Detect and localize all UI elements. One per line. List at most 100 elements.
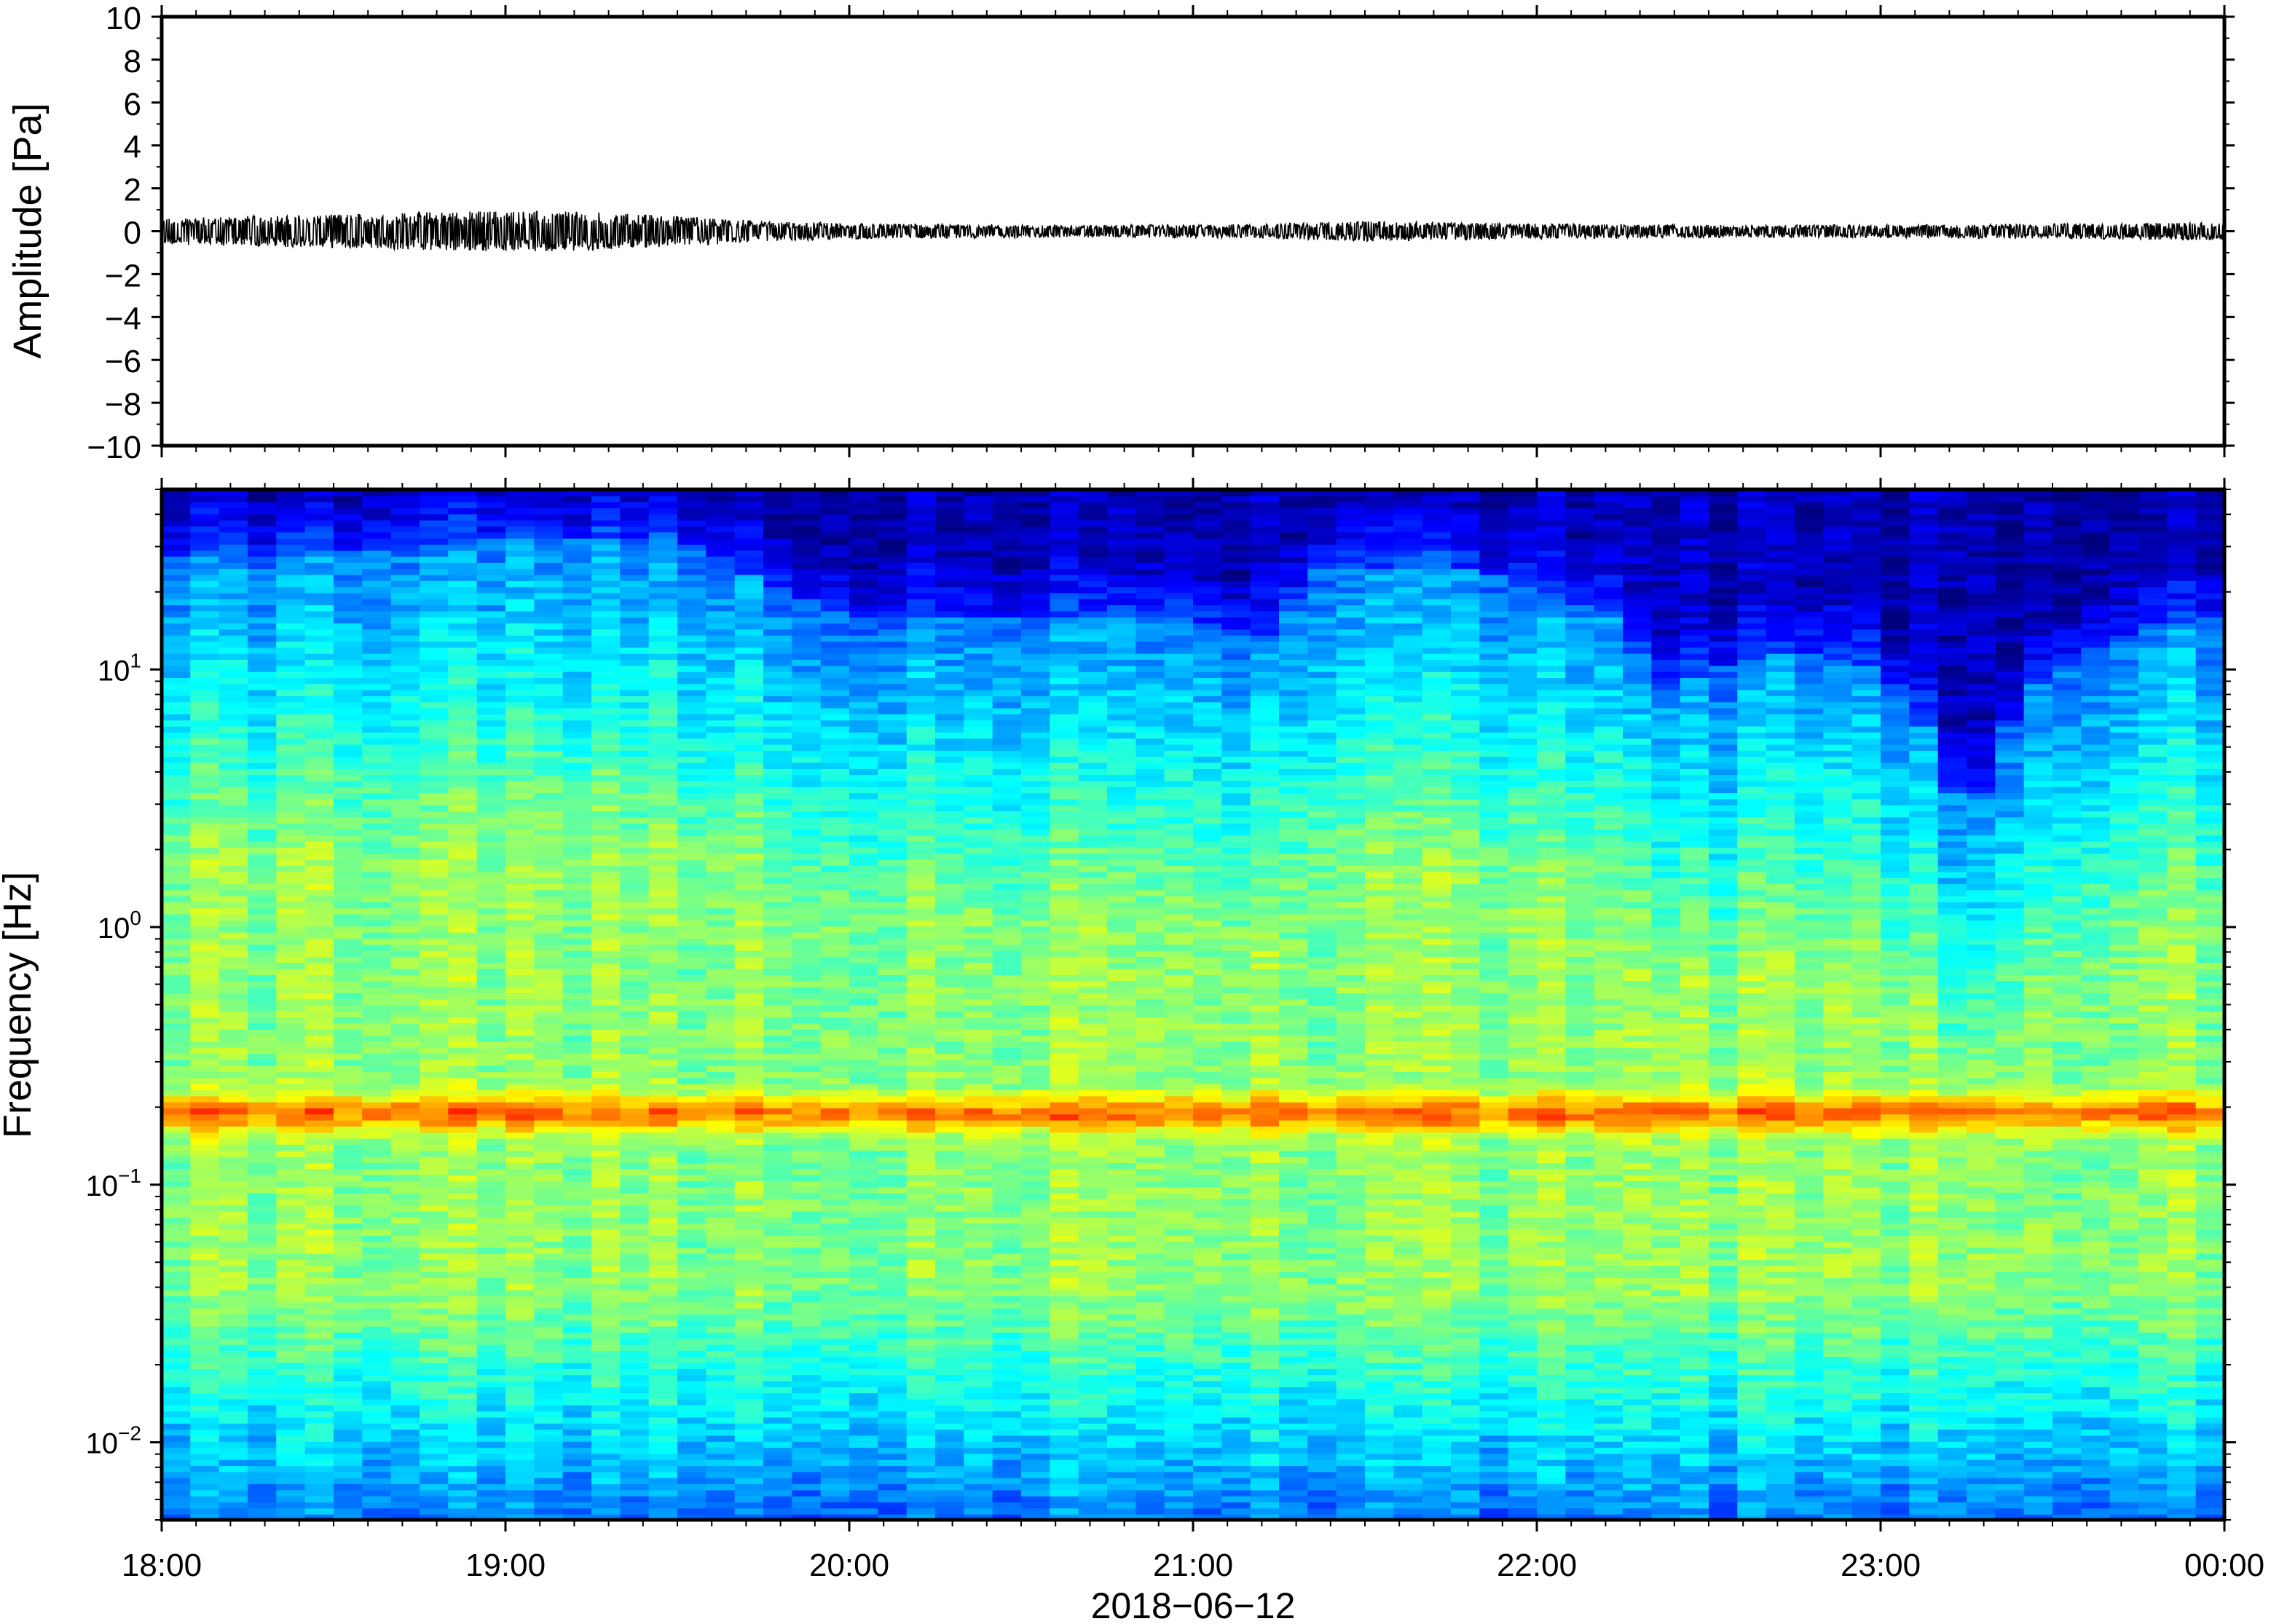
spectrogram-cell [906, 1435, 936, 1442]
spectrogram-cell [448, 1132, 478, 1139]
spectrogram-cell [304, 550, 334, 557]
spectrogram-cell [162, 774, 192, 781]
spectrogram-cell [420, 616, 449, 624]
spectrogram-cell [935, 1046, 965, 1055]
spectrogram-cell [505, 1320, 535, 1327]
spectrogram-cell [190, 1483, 220, 1491]
spectrogram-cell [276, 744, 306, 751]
spectrogram-cell [964, 1283, 993, 1290]
spectrogram-cell [878, 677, 908, 685]
spectrogram-cell [390, 1422, 420, 1430]
spectrogram-cell [734, 725, 764, 733]
spectrogram-cell [190, 835, 220, 842]
spectrogram-cell [162, 1453, 192, 1460]
spectrogram-cell [706, 689, 736, 696]
spectrogram-cell [935, 604, 965, 612]
spectrogram-cell [304, 731, 334, 739]
spectrogram-cell [677, 586, 707, 594]
spectrogram-cell [190, 865, 220, 872]
spectrogram-cell [792, 950, 822, 957]
spectrogram-cell [878, 1411, 908, 1418]
spectrogram-cell [390, 665, 420, 672]
spectrogram-cell [849, 671, 879, 678]
spectrogram-cell [591, 1089, 621, 1097]
spectrogram-cell [849, 1320, 879, 1327]
spectrogram-cell [448, 677, 478, 685]
spectrogram-cell [677, 550, 707, 557]
spectrogram-cell [248, 1362, 278, 1369]
spectrogram-cell [476, 1022, 506, 1030]
spectrogram-cell [849, 1253, 879, 1261]
spectrogram-cell [476, 756, 506, 763]
spectrogram-cell [763, 1398, 793, 1406]
spectrogram-cell [763, 1028, 793, 1036]
spectrogram-cell [935, 616, 965, 624]
spectrogram-cell [906, 871, 936, 878]
spectrogram-cell [677, 974, 707, 982]
spectrogram-cell [648, 665, 678, 672]
spectrogram-cell [505, 865, 535, 872]
spectrogram-cell [190, 913, 220, 921]
spectrogram-cell [420, 1349, 449, 1357]
spectrogram-cell [935, 1435, 965, 1442]
spectrogram-cell [562, 1241, 592, 1248]
spectrogram-cell [906, 1314, 936, 1321]
spectrogram-cell [276, 1398, 306, 1406]
spectrogram-cell [820, 798, 850, 805]
spectrogram-cell [420, 1113, 449, 1121]
spectrogram-cell [476, 980, 506, 988]
spectrogram-cell [390, 1259, 420, 1266]
spectrogram-cell [820, 1271, 850, 1278]
spectrogram-cell [390, 537, 420, 545]
spectrogram-cell [562, 525, 592, 533]
spectrogram-cell [906, 1247, 936, 1254]
spectrogram-cell [476, 1314, 506, 1321]
spectrogram-cell [304, 568, 334, 575]
spectrogram-cell [591, 1046, 621, 1055]
spectrogram-cell [162, 513, 192, 521]
spectrogram-cell [964, 1477, 993, 1484]
spectrogram-cell [276, 550, 306, 557]
spectrogram-cell [219, 1435, 248, 1442]
spectrogram-cell [304, 1307, 334, 1314]
spectrogram-cell [648, 568, 678, 575]
spectrogram-cell [734, 683, 764, 690]
spectrogram-cell [476, 550, 506, 557]
spectrogram-cell [304, 1223, 334, 1230]
spectrogram-cell [248, 749, 278, 757]
spectrogram-cell [362, 913, 392, 921]
spectrogram-cell [792, 1113, 822, 1121]
spectrogram-cell [648, 1132, 678, 1139]
spectrogram-cell [162, 1471, 192, 1478]
spectrogram-cell [849, 665, 879, 672]
spectrogram-cell [534, 525, 564, 533]
spectrogram-cell [906, 1205, 936, 1212]
spectrogram-cell [390, 1077, 420, 1084]
spectrogram-cell [906, 920, 936, 927]
spectrogram-cell [792, 907, 822, 915]
spectrogram-cell [476, 992, 506, 1000]
spectrogram-cell [935, 1368, 965, 1376]
spectrogram-cell [190, 926, 220, 933]
spectrogram-cell [190, 1253, 220, 1261]
spectrogram-cell [878, 1422, 908, 1430]
spectrogram-cell [734, 1349, 764, 1357]
spectrogram-cell [620, 1380, 650, 1387]
spectrogram-cell [935, 1138, 965, 1145]
spectrogram-cell [820, 749, 850, 757]
spectrogram-cell [792, 720, 822, 727]
spectrogram-cell [763, 1234, 793, 1242]
spectrogram-cell [648, 532, 678, 539]
spectrogram-cell [591, 1198, 621, 1206]
spectrogram-cell [648, 634, 678, 642]
spectrogram-cell [190, 762, 220, 769]
spectrogram-cell [935, 877, 965, 884]
spectrogram-cell [706, 580, 736, 588]
spectrogram-cell [591, 525, 621, 533]
spectrogram-cell [706, 1234, 736, 1242]
spectrogram-cell [448, 1253, 478, 1261]
spectrogram-cell [448, 610, 478, 618]
spectrogram-cell [334, 1411, 363, 1418]
spectrogram-cell [190, 1241, 220, 1248]
spectrogram-cell [849, 1205, 879, 1212]
